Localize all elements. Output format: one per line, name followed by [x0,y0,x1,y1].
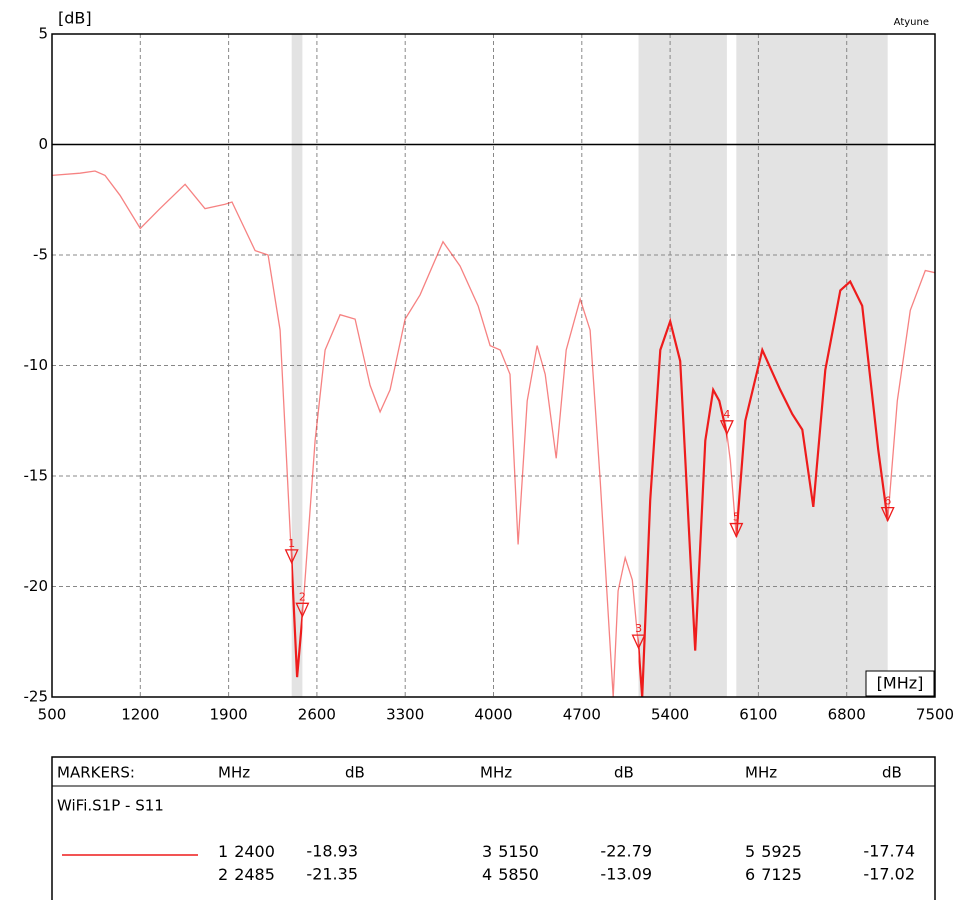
marker-id: 5 [745,842,755,861]
marker-db: -21.35 [306,865,358,884]
brand: Atyune [894,17,929,28]
y-tick-label: 0 [38,135,48,153]
marker-mhz: 5850 [498,865,539,884]
marker-db: -17.74 [863,842,915,861]
table-header: MHz [745,764,777,782]
marker-mhz: 2485 [234,865,275,884]
x-tick-label: 4000 [474,706,512,724]
trace-name: WiFi.S1P - S11 [57,797,164,815]
y-tick-label: -10 [24,356,49,374]
marker-id: 3 [482,842,492,861]
table-header: MHz [218,764,250,782]
marker-db: -17.02 [863,865,915,884]
marker-mhz: 5150 [498,842,539,861]
marker-id: 6 [745,865,755,884]
x-unit: [MHz] [877,674,924,693]
marker-triangle [729,522,744,539]
marker-entry: 3 5150 [482,842,539,861]
x-tick-label: 5400 [651,706,689,724]
marker-label: 4 [723,408,730,421]
marker-db: -18.93 [306,842,358,861]
x-tick-label: 6100 [739,706,777,724]
y-tick-label: -15 [24,467,49,485]
marker-id: 4 [482,865,492,884]
x-tick-label: 500 [38,706,67,724]
table-header: dB [345,764,365,782]
x-tick-label: 1200 [121,706,159,724]
marker-triangle [631,634,646,650]
table-header: dB [882,764,902,782]
marker-entry: 4 5850 [482,865,539,884]
marker-table [51,756,936,904]
x-unit-box [865,670,935,697]
x-tick-label: 2600 [298,706,336,724]
marker-entry: 2 2485 [218,865,275,884]
x-tick-label: 7500 [916,706,954,724]
marker-mhz: 7125 [761,865,802,884]
table-title: MARKERS: [57,764,135,782]
marker-mhz: 2400 [234,842,275,861]
marker-triangle [880,506,895,523]
marker-entry: 1 2400 [218,842,275,861]
marker-id: 1 [218,842,228,861]
x-tick-label: 1900 [210,706,248,724]
x-tick-label: 3300 [386,706,424,724]
marker-entry: 5 5925 [745,842,802,861]
marker-mhz: 5925 [761,842,802,861]
marker-db: -13.09 [600,865,652,884]
y-tick-label: -25 [24,688,49,706]
marker-label: 6 [884,495,891,508]
y-tick-label: 5 [38,25,48,43]
marker-triangle [284,549,299,565]
marker-id: 2 [218,865,228,884]
marker-label: 2 [299,590,306,603]
x-tick-label: 6800 [828,706,866,724]
marker-label: 1 [288,537,295,550]
marker-db: -22.79 [600,842,652,861]
y-tick-label: -20 [24,577,49,595]
marker-label: 3 [635,622,642,635]
marker-triangle [295,602,310,618]
table-header: MHz [480,764,512,782]
marker-triangle [719,420,734,436]
marker-label: 5 [733,511,740,524]
table-header: dB [614,764,634,782]
marker-entry: 6 7125 [745,865,802,884]
plot-frame [51,33,936,698]
y-unit: [dB] [58,9,92,28]
y-tick-label: -5 [33,246,48,264]
x-tick-label: 4700 [563,706,601,724]
